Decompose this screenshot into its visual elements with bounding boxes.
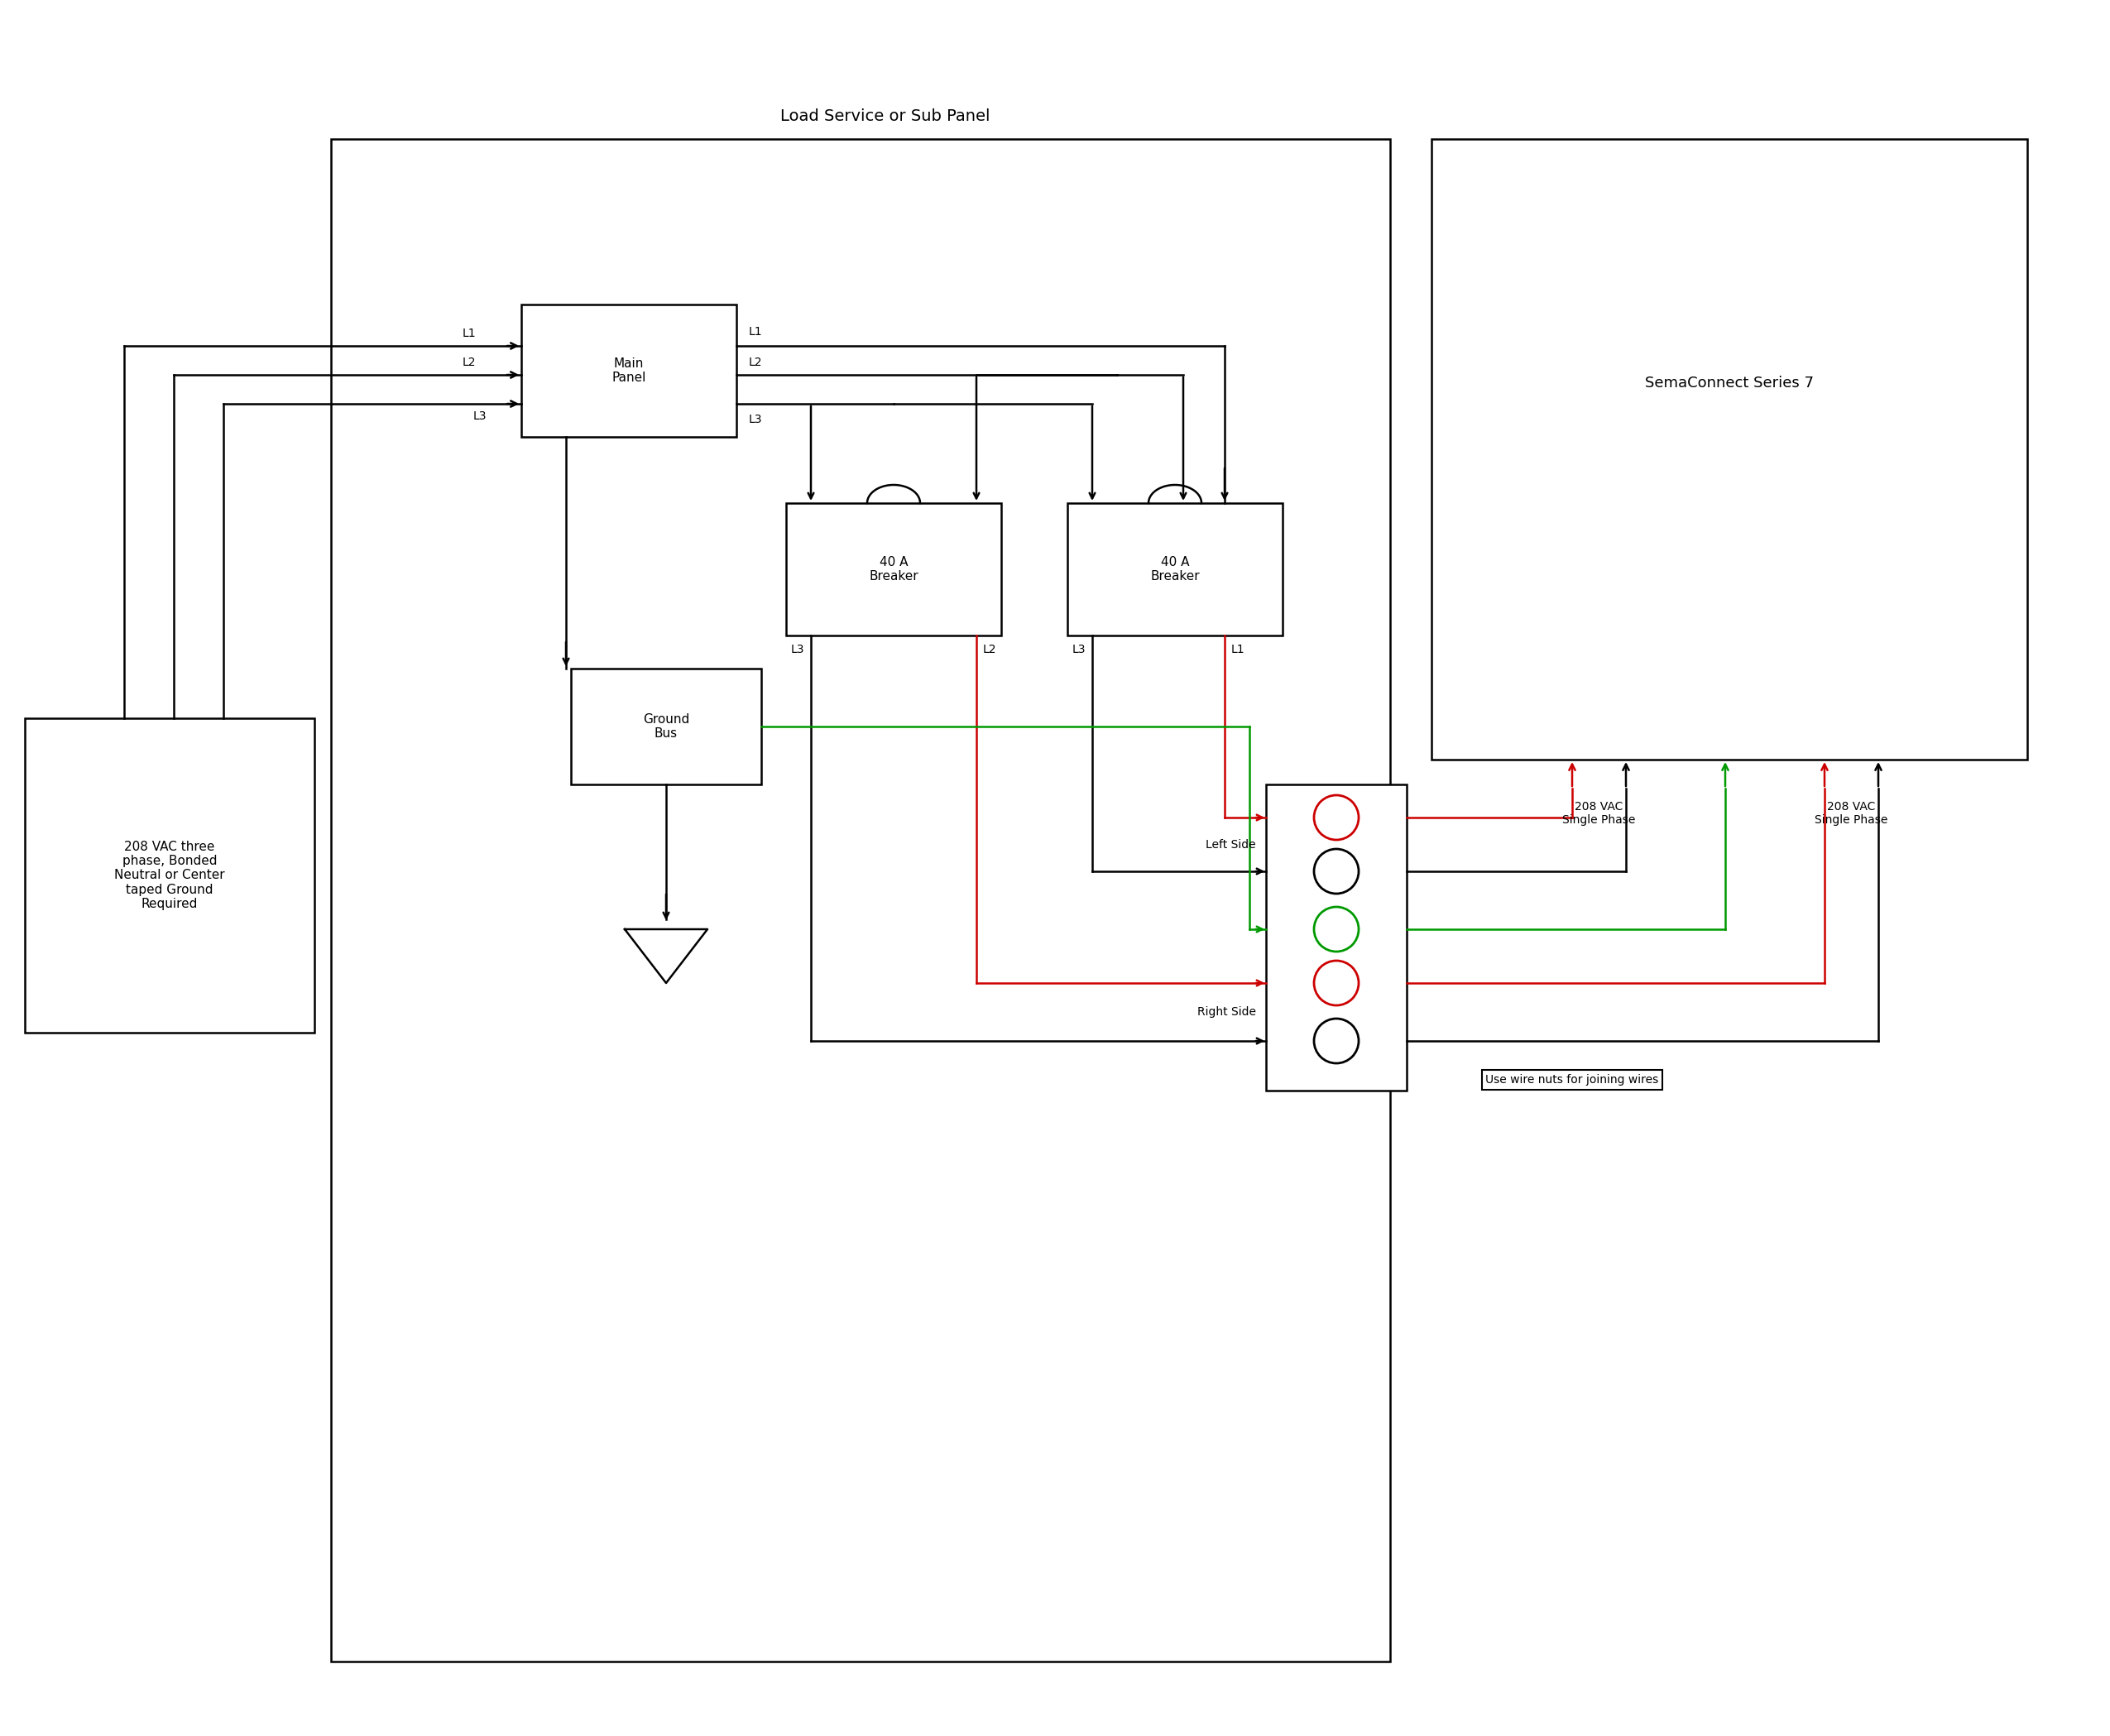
Text: Load Service or Sub Panel: Load Service or Sub Panel <box>781 108 990 123</box>
FancyBboxPatch shape <box>331 139 1390 1661</box>
FancyBboxPatch shape <box>787 503 1002 635</box>
Text: L2: L2 <box>749 356 762 368</box>
Text: 208 VAC three
phase, Bonded
Neutral or Center
taped Ground
Required: 208 VAC three phase, Bonded Neutral or C… <box>114 840 226 910</box>
Text: L3: L3 <box>791 644 804 656</box>
FancyBboxPatch shape <box>572 668 762 785</box>
Text: 40 A
Breaker: 40 A Breaker <box>1150 556 1201 583</box>
Text: Ground
Bus: Ground Bus <box>644 713 690 740</box>
FancyBboxPatch shape <box>25 719 314 1033</box>
FancyBboxPatch shape <box>1068 503 1283 635</box>
FancyBboxPatch shape <box>1266 785 1407 1090</box>
Text: SemaConnect Series 7: SemaConnect Series 7 <box>1646 375 1815 391</box>
Text: L1: L1 <box>1232 644 1245 656</box>
Text: L3: L3 <box>749 413 762 425</box>
Text: L1: L1 <box>749 326 762 337</box>
Text: 208 VAC
Single Phase: 208 VAC Single Phase <box>1815 800 1888 826</box>
Text: Main
Panel: Main Panel <box>612 358 646 384</box>
Text: L1: L1 <box>462 328 475 339</box>
FancyBboxPatch shape <box>521 304 736 437</box>
Text: L3: L3 <box>1072 644 1087 656</box>
Text: 208 VAC
Single Phase: 208 VAC Single Phase <box>1564 800 1635 826</box>
Text: L2: L2 <box>462 356 475 368</box>
Text: L3: L3 <box>473 410 487 422</box>
Text: L2: L2 <box>983 644 996 656</box>
FancyBboxPatch shape <box>1431 139 2028 760</box>
Text: Use wire nuts for joining wires: Use wire nuts for joining wires <box>1485 1075 1658 1085</box>
Text: Left Side: Left Side <box>1207 838 1255 851</box>
Text: Right Side: Right Side <box>1196 1007 1255 1017</box>
Text: 40 A
Breaker: 40 A Breaker <box>869 556 918 583</box>
